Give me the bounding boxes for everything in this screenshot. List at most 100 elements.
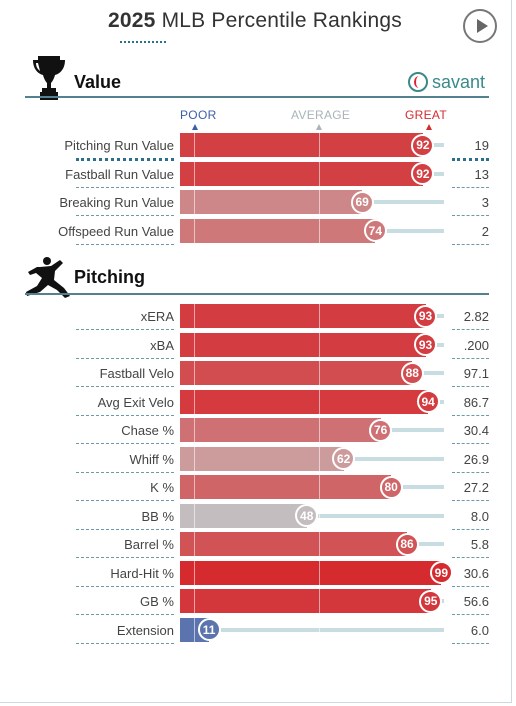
- row-separator: [452, 386, 489, 387]
- row-separator: [76, 414, 174, 416]
- track-extension: [209, 627, 444, 632]
- baseball-icon: [408, 72, 428, 92]
- play-icon: [477, 19, 488, 33]
- savant-link[interactable]: savant: [408, 70, 485, 94]
- pitcher-icon: [26, 257, 70, 298]
- bar-whiff[interactable]: [180, 446, 344, 471]
- poor-reference-line: [194, 190, 195, 214]
- bar-hard-hit[interactable]: [180, 560, 442, 585]
- scale-average-arrow: [316, 124, 322, 130]
- trophy-icon: [33, 56, 65, 100]
- metric-label-offspeed-run-value: Offspeed Run Value: [58, 223, 174, 239]
- metric-value-hard-hit: 30.6: [463, 565, 489, 581]
- percentile-circle-bb: 48: [295, 504, 319, 527]
- row-separator: [76, 443, 174, 444]
- percentile-circle-breaking-run-value: 69: [350, 190, 374, 214]
- average-reference-line: [319, 389, 320, 414]
- scale-poor-label: POOR: [180, 108, 217, 122]
- bar-k[interactable]: [180, 475, 392, 499]
- track-whiff: [343, 456, 444, 461]
- metric-label-breaking-run-value: Breaking Run Value: [59, 195, 174, 210]
- section-title-pitching: Pitching: [74, 267, 145, 287]
- percentile-circle-gb: 95: [419, 589, 443, 613]
- play-button[interactable]: [463, 9, 497, 43]
- bar-fastball-velo[interactable]: [180, 361, 413, 385]
- scale-great-arrow: [426, 124, 432, 130]
- percentile-circle-chase: 76: [369, 418, 393, 442]
- bar-xba[interactable]: [180, 332, 426, 357]
- section-title-value: Value: [74, 72, 122, 92]
- row-separator: [452, 158, 489, 161]
- metric-label-hard-hit: Hard-Hit %: [110, 565, 174, 581]
- bar-pitching-run-value[interactable]: [180, 133, 423, 157]
- average-reference-line: [319, 161, 320, 186]
- metric-label-bb: BB %: [141, 508, 174, 524]
- percentile-circle-fastball-velo: 88: [400, 361, 424, 385]
- scale-great-label: GREAT: [405, 108, 447, 122]
- bar-gb[interactable]: [180, 589, 431, 613]
- row-separator: [452, 357, 489, 359]
- metric-value-whiff: 26.9: [463, 451, 489, 467]
- row-separator: [452, 528, 489, 530]
- row-separator: [452, 614, 489, 615]
- percentile-circle-extension: 11: [197, 618, 221, 641]
- metric-value-avg-exit-velo: 86.7: [463, 394, 489, 410]
- percentile-circle-whiff: 62: [332, 447, 356, 470]
- page-title: 2025 MLB Percentile Rankings: [0, 9, 510, 33]
- metric-value-extension: 6.0: [470, 622, 489, 638]
- bar-chase[interactable]: [180, 418, 381, 442]
- percentile-circle-avg-exit-velo: 94: [416, 390, 440, 413]
- metric-value-k: 27.2: [463, 480, 489, 495]
- average-reference-line: [319, 617, 320, 642]
- bar-offspeed-run-value[interactable]: [180, 218, 376, 243]
- poor-reference-line: [194, 389, 195, 414]
- row-separator: [452, 186, 489, 188]
- metric-value-barrel: 5.8: [470, 537, 489, 552]
- average-reference-line: [319, 190, 320, 214]
- track-bb: [306, 513, 444, 518]
- poor-reference-line: [194, 589, 195, 613]
- row-separator: [76, 528, 174, 530]
- metric-label-pitching-run-value: Pitching Run Value: [64, 138, 174, 153]
- track-fastball-velo: [412, 371, 444, 375]
- metric-label-avg-exit-velo: Avg Exit Velo: [97, 394, 174, 410]
- bar-bb[interactable]: [180, 503, 307, 528]
- average-reference-line: [319, 361, 320, 385]
- metric-value-gb: 56.6: [463, 594, 489, 609]
- bar-fastball-run-value[interactable]: [180, 161, 423, 186]
- metric-value-xera: 2.82: [463, 309, 489, 324]
- bar-barrel[interactable]: [180, 532, 408, 556]
- average-reference-line: [319, 532, 320, 556]
- row-separator: [76, 329, 174, 330]
- poor-reference-line: [194, 133, 195, 157]
- row-separator: [452, 557, 489, 558]
- row-separator: [76, 585, 174, 587]
- title-underline: [120, 41, 166, 43]
- metric-label-fastball-run-value: Fastball Run Value: [65, 166, 174, 182]
- row-separator: [76, 557, 174, 558]
- metric-label-xba: xBA: [150, 337, 174, 353]
- bar-breaking-run-value[interactable]: [180, 190, 363, 214]
- track-barrel: [407, 542, 444, 546]
- row-separator: [76, 614, 174, 615]
- metric-label-whiff: Whiff %: [129, 451, 174, 467]
- metric-label-chase: Chase %: [121, 423, 174, 438]
- bar-avg-exit-velo[interactable]: [180, 389, 429, 414]
- metric-value-breaking-run-value: 3: [481, 195, 489, 210]
- percentile-circle-k: 80: [379, 475, 403, 499]
- poor-reference-line: [194, 304, 195, 328]
- poor-reference-line: [194, 503, 195, 528]
- average-reference-line: [319, 560, 320, 585]
- average-reference-line: [319, 218, 320, 243]
- row-separator: [76, 158, 174, 161]
- metric-value-xba: .200: [463, 337, 489, 353]
- bar-xera[interactable]: [180, 304, 426, 328]
- metric-label-gb: GB %: [140, 594, 174, 609]
- row-separator: [452, 585, 489, 587]
- row-separator: [76, 642, 174, 644]
- percentile-circle-barrel: 86: [395, 532, 419, 556]
- row-separator: [452, 329, 489, 330]
- row-separator: [452, 215, 489, 216]
- average-reference-line: [319, 304, 320, 328]
